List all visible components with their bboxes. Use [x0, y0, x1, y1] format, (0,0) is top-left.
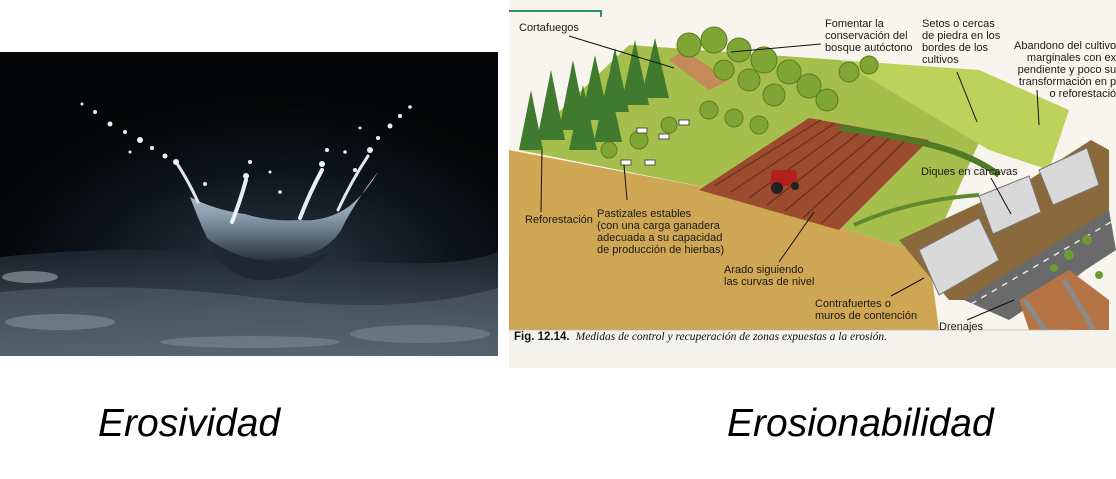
figure-caption: Fig. 12.14. Medidas de control y recupera… [514, 331, 887, 343]
figure-caption-text: Medidas de control y recuperación de zon… [575, 331, 888, 343]
caption-erosionabilidad: Erosionabilidad [727, 402, 994, 445]
label-diques: Diques en cárcavas [921, 166, 1018, 178]
label-fomentar: Fomentar la conservación del bosque autóct… [825, 18, 913, 54]
label-pastizales: Pastizales estables (con una carga ganade… [597, 208, 725, 256]
label-reforestacion: Reforestación [525, 214, 593, 226]
label-setos: Setos o cercas de piedra en los bordes de … [922, 18, 1001, 66]
caption-erosividad: Erosividad [98, 402, 281, 445]
landscape-illustration [509, 0, 1116, 368]
label-drenajes: Drenajes [939, 321, 984, 333]
label-abandono: Abandono del cultivo marginales con ex pen… [1014, 40, 1116, 100]
erosion-control-figure: Cortafuegos Fomentar la conservación del b… [509, 0, 1116, 368]
label-arado: Arado siguiendo las curvas de nivel [724, 264, 815, 288]
splash-illustration [0, 52, 498, 356]
label-cortafuegos: Cortafuegos [519, 22, 579, 34]
water-splash-photo [0, 52, 498, 356]
label-contrafuertes: Contrafuertes o muros de contención [815, 298, 918, 322]
figure-number: Fig. 12.14. [514, 331, 570, 343]
